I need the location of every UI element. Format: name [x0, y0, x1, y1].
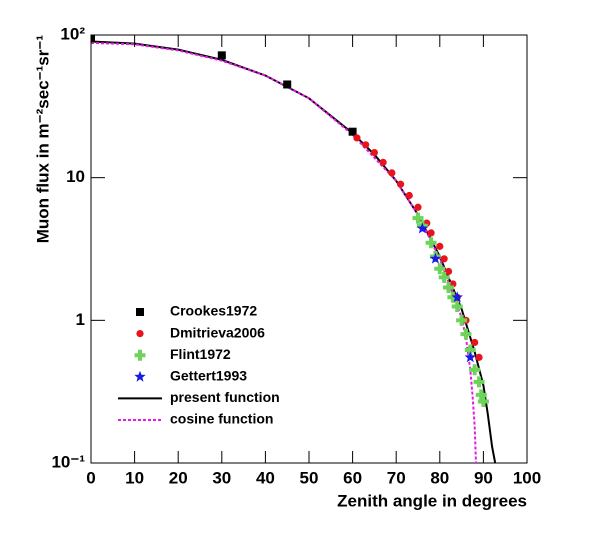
legend-label: Dmitrieva2006: [170, 324, 265, 340]
y-tick-label: 10²: [60, 24, 85, 43]
x-tick-label: 10: [125, 468, 144, 487]
x-tick-label: 50: [300, 468, 319, 487]
marker-cross: [425, 237, 437, 249]
legend-label: Flint1972: [170, 346, 231, 362]
marker-cross: [464, 344, 476, 356]
x-tick-label: 70: [387, 468, 406, 487]
y-tick-label: 1: [76, 310, 85, 329]
x-tick-label: 0: [86, 468, 95, 487]
marker-star: [429, 252, 442, 264]
legend-marker: [134, 349, 146, 361]
marker-circle: [414, 203, 422, 211]
y-axis-label: Muon flux in m⁻²sec⁻¹sr⁻¹: [33, 35, 52, 244]
x-tick-label: 80: [430, 468, 449, 487]
marker-circle: [471, 338, 479, 347]
marker-circle: [370, 148, 378, 157]
y-tick-label: 10: [66, 167, 85, 186]
y-tick-label: 10⁻¹: [51, 452, 85, 471]
marker-cross: [475, 389, 487, 401]
x-tick-label: 30: [212, 468, 231, 487]
legend-label: cosine function: [170, 411, 273, 427]
marker-cross: [473, 376, 485, 388]
marker-circle: [353, 134, 361, 142]
x-tick-label: 60: [343, 468, 362, 487]
x-tick-label: 100: [513, 468, 541, 487]
marker-square: [91, 35, 95, 43]
marker-cross: [469, 364, 481, 376]
marker-cross: [456, 314, 468, 326]
marker-cross: [434, 263, 446, 275]
x-tick-label: 40: [256, 468, 275, 487]
x-tick-label: 20: [169, 468, 188, 487]
marker-star: [464, 351, 476, 363]
legend-label: Crookes1972: [170, 303, 257, 319]
marker-square: [217, 51, 226, 60]
marker-circle: [440, 255, 448, 263]
legend-marker: [136, 308, 144, 316]
marker-circle: [379, 158, 387, 166]
marker-cross: [477, 395, 489, 407]
marker-circle: [405, 191, 413, 200]
marker-circle: [436, 242, 444, 250]
x-axis-label: Zenith angle in degrees: [337, 491, 527, 510]
marker-cross: [447, 291, 459, 303]
marker-cross: [438, 271, 450, 283]
marker-circle: [388, 169, 396, 177]
marker-cross: [412, 212, 424, 224]
marker-circle: [427, 229, 435, 237]
legend-label: Gettert1993: [170, 368, 247, 384]
legend-label: present function: [170, 389, 280, 405]
marker-circle: [362, 141, 370, 149]
marker-star: [416, 222, 429, 234]
line-series: [91, 41, 477, 463]
marker-cross: [460, 328, 472, 340]
x-tick-label: 90: [474, 468, 493, 487]
marker-cross: [451, 301, 463, 313]
legend-marker: [134, 370, 146, 382]
marker-square: [283, 80, 292, 89]
marker-circle: [475, 353, 483, 361]
marker-circle: [396, 180, 405, 188]
marker-square: [348, 127, 357, 136]
marker-star: [451, 291, 463, 303]
legend-marker: [136, 330, 144, 338]
marker-circle: [444, 267, 453, 276]
plot-area: [91, 35, 497, 463]
marker-cross: [443, 281, 455, 293]
